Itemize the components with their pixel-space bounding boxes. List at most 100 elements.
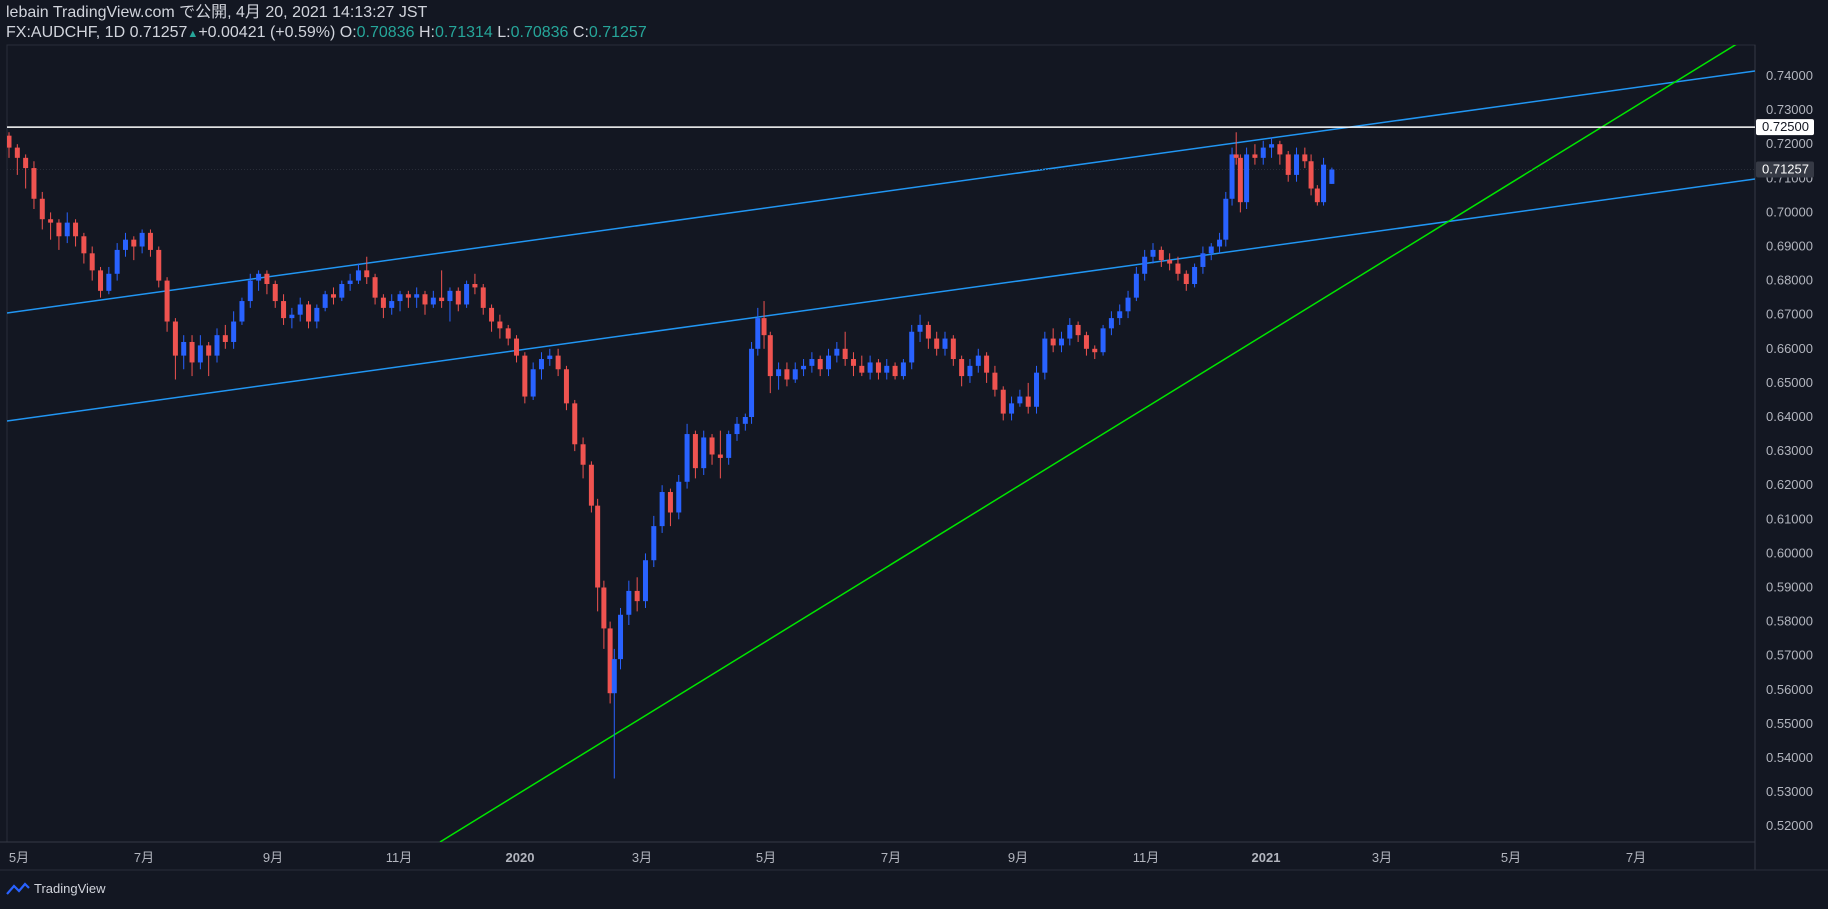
candle — [850, 352, 856, 377]
candle-body — [297, 304, 303, 315]
candle — [1158, 246, 1164, 267]
y-tick-label: 0.74000 — [1766, 68, 1813, 83]
candle-body — [1308, 161, 1314, 189]
up-arrow-icon: ▲ — [187, 28, 199, 40]
candle — [164, 277, 170, 332]
candle — [555, 348, 561, 377]
candle — [256, 270, 262, 291]
candle — [1125, 290, 1131, 319]
candle — [389, 294, 395, 315]
candle-body — [14, 147, 20, 158]
y-tick-label: 0.63000 — [1766, 443, 1813, 458]
candle — [147, 229, 153, 257]
candle — [7, 132, 12, 158]
candle-body — [489, 307, 495, 322]
x-tick-label: 2020 — [506, 850, 535, 865]
candle-body — [256, 273, 262, 281]
candle — [1329, 167, 1335, 184]
support-trendline — [439, 45, 1737, 842]
candle — [709, 434, 715, 465]
candle-body — [1075, 324, 1081, 336]
candle — [909, 324, 915, 370]
y-tick-label: 0.70000 — [1766, 204, 1813, 219]
candle-body — [231, 321, 237, 342]
candle-body — [306, 304, 312, 322]
candle-body — [98, 270, 104, 291]
candle-body — [942, 338, 948, 349]
candle-body — [992, 372, 998, 390]
candle — [472, 273, 478, 295]
candle-body — [1192, 266, 1198, 285]
candle-body — [1125, 297, 1131, 312]
candle — [455, 287, 461, 312]
candle-body — [1277, 144, 1283, 155]
candle — [1321, 157, 1327, 206]
candle — [480, 284, 486, 315]
candle-body — [1067, 324, 1073, 339]
candle — [1117, 304, 1123, 325]
candle-body — [1200, 253, 1206, 267]
candle — [1217, 232, 1223, 254]
candle — [1183, 270, 1189, 291]
price-label: 0.72500 — [1762, 119, 1809, 134]
candle — [1042, 331, 1048, 380]
x-tick-label: 5月 — [9, 850, 29, 865]
candle-body — [114, 249, 120, 274]
candle-body — [850, 359, 856, 366]
candle-body — [1269, 144, 1275, 148]
candle-body — [726, 434, 732, 458]
candle-body — [430, 297, 436, 305]
candle-body — [264, 273, 270, 285]
candle-body — [405, 294, 411, 298]
candle — [197, 335, 203, 370]
candle — [464, 280, 470, 308]
y-tick-label: 0.68000 — [1766, 273, 1813, 288]
candle-body — [1183, 273, 1189, 285]
candle — [1260, 140, 1266, 165]
candle — [667, 488, 673, 527]
candle — [172, 318, 178, 380]
candle — [156, 246, 162, 288]
candle-body — [39, 198, 45, 220]
candle — [588, 461, 594, 513]
candle — [642, 553, 648, 608]
x-tick-label: 7月 — [881, 850, 901, 865]
x-tick-label: 2021 — [1252, 850, 1281, 865]
candle — [1233, 132, 1239, 165]
candle — [214, 328, 220, 363]
x-tick-label: 5月 — [1501, 850, 1521, 865]
candle-body — [684, 434, 690, 482]
candle — [611, 648, 617, 779]
candle-body — [950, 338, 956, 360]
x-tick-label: 7月 — [134, 850, 154, 865]
candle-body — [884, 365, 890, 373]
price-label-bg — [1756, 161, 1814, 178]
y-tick-label: 0.52000 — [1766, 818, 1813, 833]
candle — [405, 290, 411, 308]
high-label: H: — [418, 24, 435, 41]
candle-body — [925, 324, 931, 339]
candle-body — [81, 236, 87, 254]
y-tick-label: 0.61000 — [1766, 511, 1813, 526]
candle — [925, 321, 931, 349]
candle — [1192, 263, 1198, 288]
candle-body — [1208, 246, 1214, 254]
candle-body — [380, 297, 386, 308]
candle-body — [601, 587, 607, 629]
candle-body — [1150, 249, 1156, 257]
candle-body — [547, 355, 553, 360]
candle-body — [1223, 198, 1229, 240]
candle-body — [611, 659, 617, 694]
candle — [1108, 311, 1114, 336]
candle-body — [1294, 154, 1300, 175]
candle-body — [272, 284, 278, 302]
candle-body — [397, 294, 403, 302]
candle — [522, 352, 528, 404]
candle-body — [900, 362, 906, 377]
x-tick-label: 3月 — [632, 850, 652, 865]
candle — [422, 290, 428, 315]
candle-body — [214, 335, 220, 356]
candle-body — [31, 168, 37, 199]
candle-body — [588, 464, 594, 506]
